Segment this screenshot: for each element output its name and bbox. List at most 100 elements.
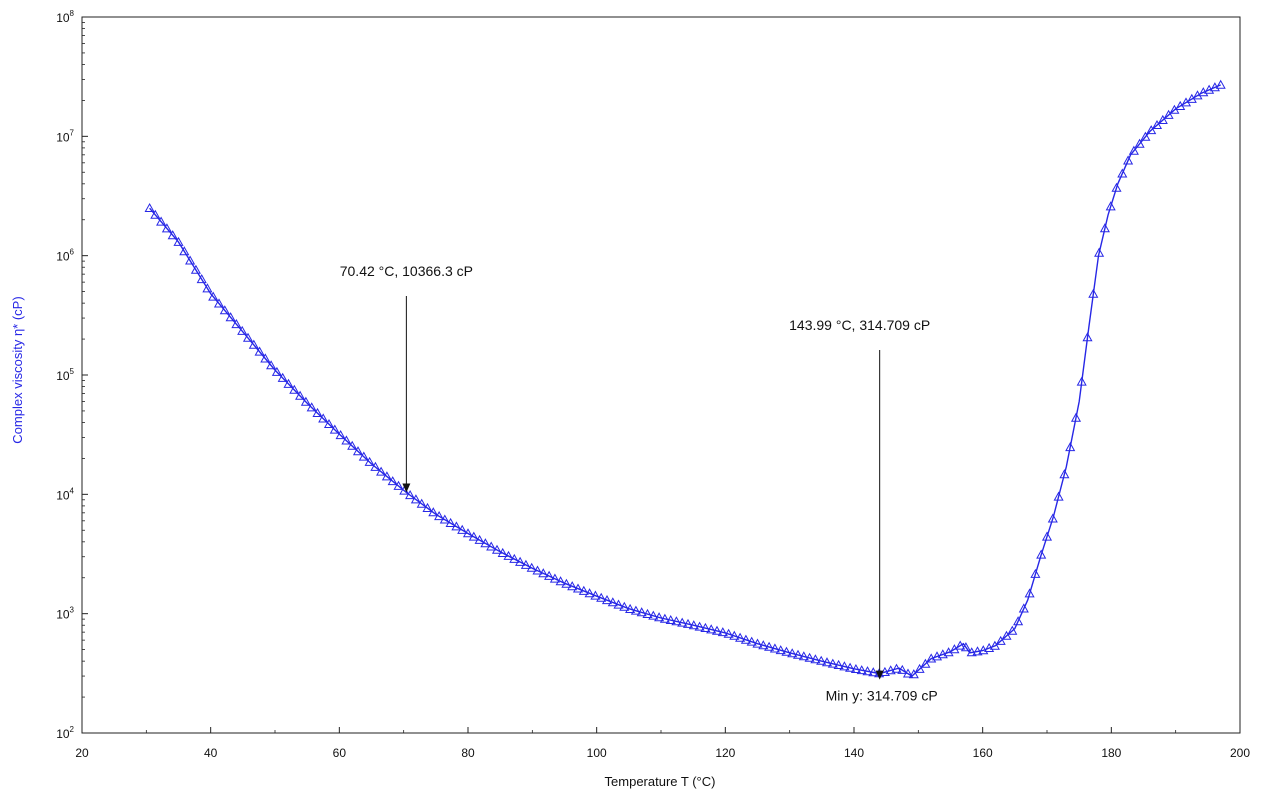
data-point	[526, 562, 537, 572]
data-point	[300, 396, 311, 406]
data-point	[491, 544, 503, 554]
series-line	[149, 84, 1221, 677]
data-point	[1117, 168, 1128, 178]
data-point	[1111, 182, 1122, 192]
data-point	[410, 494, 421, 504]
x-tick-label: 100	[587, 746, 607, 760]
data-point	[827, 658, 838, 668]
data-point	[1024, 588, 1035, 598]
data-point	[323, 418, 335, 428]
x-tick-label: 140	[844, 746, 864, 760]
data-point	[1059, 469, 1070, 479]
data-point	[370, 461, 381, 471]
data-point	[607, 597, 618, 607]
data-point	[179, 246, 190, 256]
data-point	[213, 298, 225, 308]
data-point	[804, 652, 815, 662]
data-point	[711, 625, 723, 635]
data-point	[706, 624, 717, 634]
data-point	[665, 614, 676, 624]
data-point	[630, 605, 641, 615]
data-point	[972, 646, 983, 656]
data-point	[764, 641, 775, 651]
data-point	[161, 223, 172, 233]
data-point	[376, 466, 387, 476]
data-point	[746, 636, 757, 646]
x-axis-ticks: 20 40 60 80 100 120 140 160 180 200	[75, 727, 1250, 760]
data-point	[312, 407, 323, 417]
data-point	[955, 640, 966, 650]
annotation-label-2: 143.99 °C, 314.709 cP	[789, 317, 930, 333]
data-point	[688, 620, 699, 630]
data-point	[1099, 223, 1110, 233]
x-tick-label: 40	[204, 746, 218, 760]
data-point	[601, 594, 613, 605]
data-point	[1076, 376, 1087, 386]
annotation-arrow-2-head	[875, 670, 884, 680]
data-point	[1030, 568, 1041, 578]
data-point	[966, 647, 977, 657]
data-point	[787, 648, 798, 658]
data-point	[908, 669, 919, 679]
data-point	[914, 663, 925, 673]
data-point	[1053, 491, 1064, 501]
annotation-arrow-1-head	[402, 483, 411, 493]
data-point	[1140, 131, 1151, 141]
data-point	[381, 471, 392, 481]
data-point	[1088, 288, 1099, 298]
data-point	[1157, 114, 1168, 124]
data-point	[642, 608, 653, 618]
data-point	[266, 360, 277, 370]
data-point	[845, 662, 856, 672]
data-point	[1128, 145, 1139, 155]
data-point	[468, 531, 479, 541]
data-point	[335, 429, 346, 440]
data-point	[596, 592, 607, 602]
data-point	[393, 480, 404, 490]
data-point	[283, 378, 294, 388]
data-point	[260, 353, 271, 363]
data-point	[289, 384, 300, 394]
data-point	[584, 588, 595, 598]
data-point	[167, 230, 178, 240]
data-point	[1036, 549, 1047, 559]
data-point	[833, 659, 844, 669]
y-tick-label: 108	[56, 9, 74, 25]
data-point	[434, 510, 445, 521]
data-point	[341, 435, 352, 445]
data-point	[271, 366, 282, 376]
x-tick-label: 180	[1101, 746, 1121, 760]
data-point	[723, 628, 734, 638]
data-point	[254, 346, 265, 356]
data-point	[457, 524, 468, 534]
data-point	[636, 607, 647, 617]
data-point	[1007, 625, 1018, 635]
data-point	[555, 576, 566, 586]
data-point	[798, 651, 809, 661]
data-point	[237, 325, 248, 335]
data-point	[364, 456, 375, 466]
data-point	[347, 440, 358, 450]
y-tick-label: 102	[56, 725, 74, 741]
data-point	[885, 665, 896, 675]
data-point	[352, 446, 364, 456]
data-point	[758, 640, 769, 650]
data-point	[231, 318, 242, 329]
data-point	[156, 216, 167, 226]
x-tick-label: 80	[461, 746, 475, 760]
data-point	[196, 273, 207, 284]
data-point	[792, 649, 804, 659]
data-point	[480, 538, 491, 548]
data-point	[532, 565, 543, 575]
y-axis-title: Complex viscosity η* (cP)	[10, 296, 25, 443]
y-tick-label: 105	[56, 367, 74, 383]
data-point	[1001, 630, 1012, 640]
y-tick-label: 104	[56, 486, 74, 502]
data-point	[677, 617, 688, 627]
data-point	[613, 599, 624, 609]
data-point	[810, 654, 821, 664]
data-point	[329, 424, 340, 434]
plot-frame	[81, 16, 1241, 734]
data-point	[821, 657, 833, 667]
data-point	[538, 568, 549, 578]
